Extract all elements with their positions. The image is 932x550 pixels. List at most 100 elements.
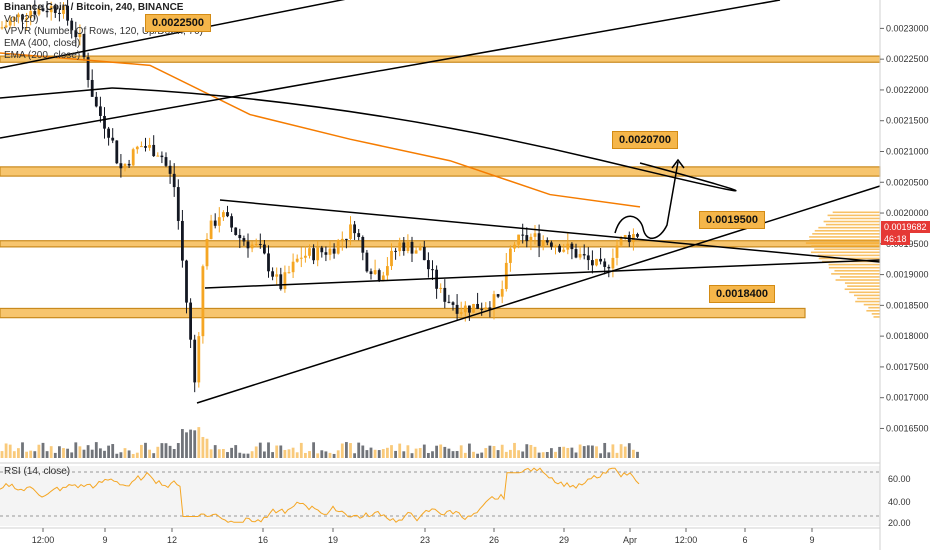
vpvr-bar [835, 279, 880, 281]
candle-body [189, 302, 192, 340]
candles [0, 0, 639, 393]
volume-bar [217, 449, 221, 458]
candle-body [402, 242, 406, 252]
candle-body [53, 6, 57, 13]
volume-bar [361, 445, 365, 458]
vpvr-bar [831, 273, 880, 275]
candle-body [353, 224, 356, 234]
candle-body [480, 308, 484, 310]
volume-bar [275, 445, 279, 458]
volume-bar [90, 449, 94, 458]
rsi-legend[interactable]: RSI (14, close) [4, 466, 71, 477]
volume-bar [135, 452, 139, 458]
volume-bar [291, 447, 295, 458]
vpvr-bar [814, 229, 880, 232]
volume-bar [308, 451, 311, 458]
candle-body [148, 144, 151, 148]
volume-bar [599, 453, 602, 458]
vpvr-bar [832, 211, 880, 214]
candle-body [550, 242, 553, 247]
candle-body [271, 271, 274, 277]
volume-bar [636, 451, 639, 458]
callout-0-0018400: 0.0018400 [709, 285, 775, 303]
countdown-tag: 46:18 [881, 233, 910, 245]
candle-body [377, 270, 381, 281]
candle-body [529, 236, 533, 242]
candle-body [381, 275, 385, 281]
candle-body [94, 96, 98, 107]
candle-body [492, 294, 496, 310]
callout-0-0020700: 0.0020700 [612, 131, 678, 149]
time-tick-label: 9 [102, 535, 107, 545]
volume-bar [258, 442, 262, 458]
indicator-ema-200[interactable]: EMA (200, close) [4, 50, 81, 61]
candle-body [431, 269, 434, 271]
candle-body [140, 146, 143, 148]
main-pane [0, 0, 880, 460]
price-tick-label: 0.0021000 [886, 146, 929, 156]
candle-body [86, 57, 90, 80]
candle-body [246, 241, 250, 249]
candle-body [250, 244, 254, 249]
vpvr-bar [853, 294, 880, 297]
candle-body [554, 245, 557, 247]
volume-bar [324, 451, 328, 458]
indicator-vpvr[interactable]: VPVR (Number Of Rows, 120, Up/Down, 70) [4, 26, 203, 37]
volume-bar [451, 451, 455, 458]
candle-body [258, 244, 262, 246]
volume-bar [94, 442, 98, 458]
indicator-ema-400[interactable]: EMA (400, close) [4, 38, 81, 49]
indicator-volume[interactable]: Vol (20) [4, 14, 39, 25]
candle-body [66, 5, 69, 21]
candle-body [111, 137, 115, 141]
price-tick-label: 0.0017500 [886, 362, 929, 372]
candle-body [410, 241, 414, 254]
candle-body [517, 234, 520, 245]
volume-bar [632, 449, 635, 458]
volume-bar [562, 446, 566, 458]
candle-body [574, 249, 578, 258]
volume-bar [263, 451, 266, 458]
volume-bar [29, 450, 33, 458]
volume-bar [82, 449, 86, 458]
volume-bar [541, 452, 545, 458]
volume-bar [222, 448, 225, 458]
ema-200-line [0, 52, 641, 208]
rsi-axis[interactable]: 60.00 40.00 20.00 [888, 474, 911, 528]
volume-bar [144, 442, 147, 458]
candle-body [619, 237, 623, 246]
candle-body [513, 244, 516, 249]
volume-bar [513, 442, 516, 458]
volume-bar [406, 445, 410, 458]
candle-body [295, 258, 299, 262]
candle-body [0, 27, 4, 29]
candle-body [4, 25, 8, 28]
chart-legend: Binance Coin / Bitcoin, 240, BINANCE Vol… [4, 2, 203, 62]
time-tick-label: 19 [328, 535, 338, 545]
vpvr-bar [871, 313, 880, 315]
zone-0.0018400 [0, 307, 806, 319]
volume-bar [312, 442, 315, 458]
candle-body [209, 220, 213, 239]
candle-body [599, 258, 602, 262]
vpvr-bar [825, 223, 880, 226]
time-tick-label: 23 [420, 535, 430, 545]
volume-bar [504, 451, 508, 458]
volume-bar [586, 445, 590, 458]
volume-bar [279, 445, 283, 458]
candle-body [545, 240, 549, 243]
price-tick-label: 0.0022000 [886, 85, 929, 95]
volume-bar [328, 452, 332, 458]
zone-0.0020700 [0, 166, 881, 177]
candle-body [345, 238, 348, 240]
candle-body [217, 217, 221, 226]
candle-body [90, 79, 94, 97]
volume-bar [70, 452, 74, 458]
candle-body [361, 237, 365, 253]
candle-body [595, 258, 598, 266]
time-tick-label: 12:00 [675, 535, 698, 545]
candle-body [537, 233, 541, 247]
volume-bar [611, 444, 615, 458]
time-axis[interactable]: 12:00 9 12 16 19 23 26 29 Apr 12:00 6 9 [32, 528, 815, 545]
